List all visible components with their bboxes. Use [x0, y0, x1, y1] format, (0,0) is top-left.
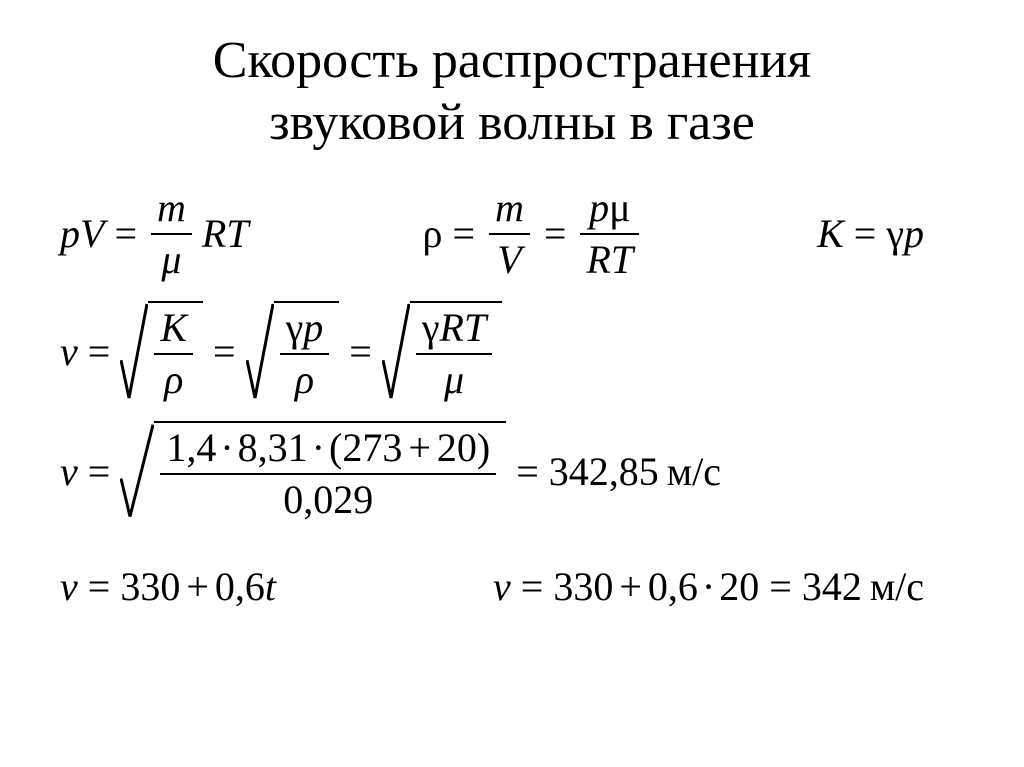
sym-gamma: γ [886, 210, 904, 257]
equals: = [844, 210, 887, 257]
sym-t: t [265, 563, 276, 610]
sym-V: V [491, 237, 527, 283]
sym-K: K [817, 210, 844, 257]
slide: Скорость распространения звуковой волны … [0, 0, 1024, 767]
fraction-bar [151, 233, 192, 235]
fraction-bar [580, 233, 639, 235]
sym-v: v [493, 563, 511, 610]
sym-rho: ρ [422, 210, 442, 257]
equals: = [78, 448, 121, 495]
title-line-2: звуковой волны в газе [269, 94, 755, 151]
sym-m: m [489, 185, 530, 231]
eq-density: ρ = m V = pμ RT [422, 185, 643, 283]
frac-pmu-RT: pμ RT [576, 185, 643, 283]
sym-R: R [202, 210, 226, 257]
equals: = [442, 210, 485, 257]
equals: = [506, 448, 549, 495]
radical-icon [120, 421, 154, 523]
eq-empirical-numeric: v = 330 + 0,6·20 = 342 м/с [493, 563, 924, 610]
numeric-numerator: 1,4·8,31·(273+20) [160, 425, 496, 471]
sym-m: m [151, 185, 192, 231]
sym-V: V [80, 210, 104, 257]
frac-m-V: m V [485, 185, 534, 283]
equation-row-4: v = 330 + 0,6t v = 330 + 0,6·20 = 342 м/… [60, 563, 964, 610]
radical-icon [246, 301, 274, 403]
equation-row-3: v = 1,4·8,31·(273+20) 0,029 = 342,85 м/с [60, 421, 964, 523]
eq-speed-numeric: v = 1,4·8,31·(273+20) 0,029 = 342,85 м/с [60, 421, 721, 523]
equals: = [511, 563, 554, 610]
unit: м/с [659, 448, 721, 495]
unit: м/с [862, 563, 924, 610]
equals: = [203, 328, 246, 375]
equals: = [534, 210, 577, 257]
equals: = [339, 328, 382, 375]
frac-num: pμ [583, 185, 636, 231]
result-value: 342,85 [549, 448, 659, 495]
equals: = [78, 563, 121, 610]
equation-row-1: pV = m μ RT ρ = m V = pμ RT [60, 185, 964, 283]
sym-v: v [60, 563, 78, 610]
sym-T: T [226, 210, 248, 257]
eq-bulk-modulus: K = γp [817, 210, 924, 257]
title-line-1: Скорость распространения [213, 32, 811, 89]
sym-v: v [60, 448, 78, 495]
sqrt-K-rho: K ρ [120, 301, 203, 403]
equals: = [759, 563, 802, 610]
sqrt-gRT-mu: γRT μ [382, 301, 502, 403]
sqrt-numeric: 1,4·8,31·(273+20) 0,029 [120, 421, 506, 523]
page-title: Скорость распространения звуковой волны … [60, 30, 964, 155]
sqrt-gp-rho: γp ρ [246, 301, 340, 403]
equals: = [78, 328, 121, 375]
fraction-bar [489, 233, 530, 235]
equals: = [104, 210, 147, 257]
eq-empirical-formula: v = 330 + 0,6t [60, 563, 276, 610]
eq-speed-symbolic: v = K ρ = γp [60, 301, 502, 403]
numeric-denominator: 0,029 [277, 477, 379, 523]
equation-row-2: v = K ρ = γp [60, 301, 964, 403]
result-value: 342 [802, 563, 862, 610]
sym-p: p [904, 210, 924, 257]
frac-den: RT [580, 237, 639, 283]
eq-ideal-gas: pV = m μ RT [60, 185, 249, 283]
radical-icon [120, 301, 148, 403]
radical-icon [382, 301, 410, 403]
sym-mu: μ [155, 237, 187, 283]
sym-v: v [60, 328, 78, 375]
frac-m-mu: m μ [147, 185, 196, 283]
sym-p: p [60, 210, 80, 257]
